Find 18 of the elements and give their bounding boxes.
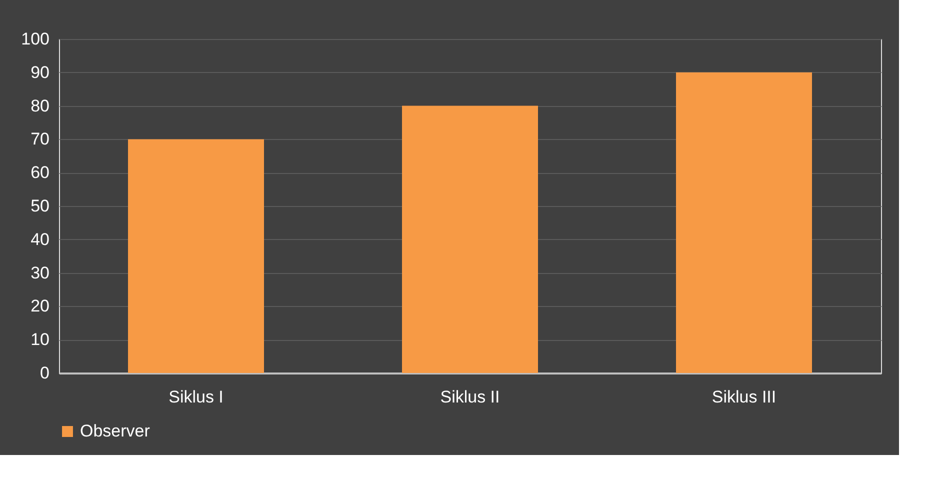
y-tick-label: 40 (30, 230, 50, 249)
y-tick-label: 20 (30, 296, 50, 316)
y-tick-label: 30 (30, 263, 50, 282)
x-tick-label: Siklus III (712, 388, 776, 406)
bar (402, 106, 538, 373)
y-tick-label: 70 (30, 130, 50, 149)
x-tick-label: Siklus I (168, 388, 224, 406)
legend-label: Observer (80, 422, 150, 440)
bar (128, 139, 264, 373)
y-tick-label: 0 (40, 364, 50, 382)
y-tick-label: 60 (30, 163, 50, 182)
x-tick-label: Siklus II (440, 388, 500, 406)
bar (676, 72, 812, 373)
y-tick-label: 10 (30, 330, 50, 350)
y-tick-label: 90 (30, 62, 50, 82)
y-tick-label: 80 (30, 96, 50, 116)
y-tick-label: 100 (21, 30, 50, 48)
y-tick-label: 50 (30, 196, 50, 216)
